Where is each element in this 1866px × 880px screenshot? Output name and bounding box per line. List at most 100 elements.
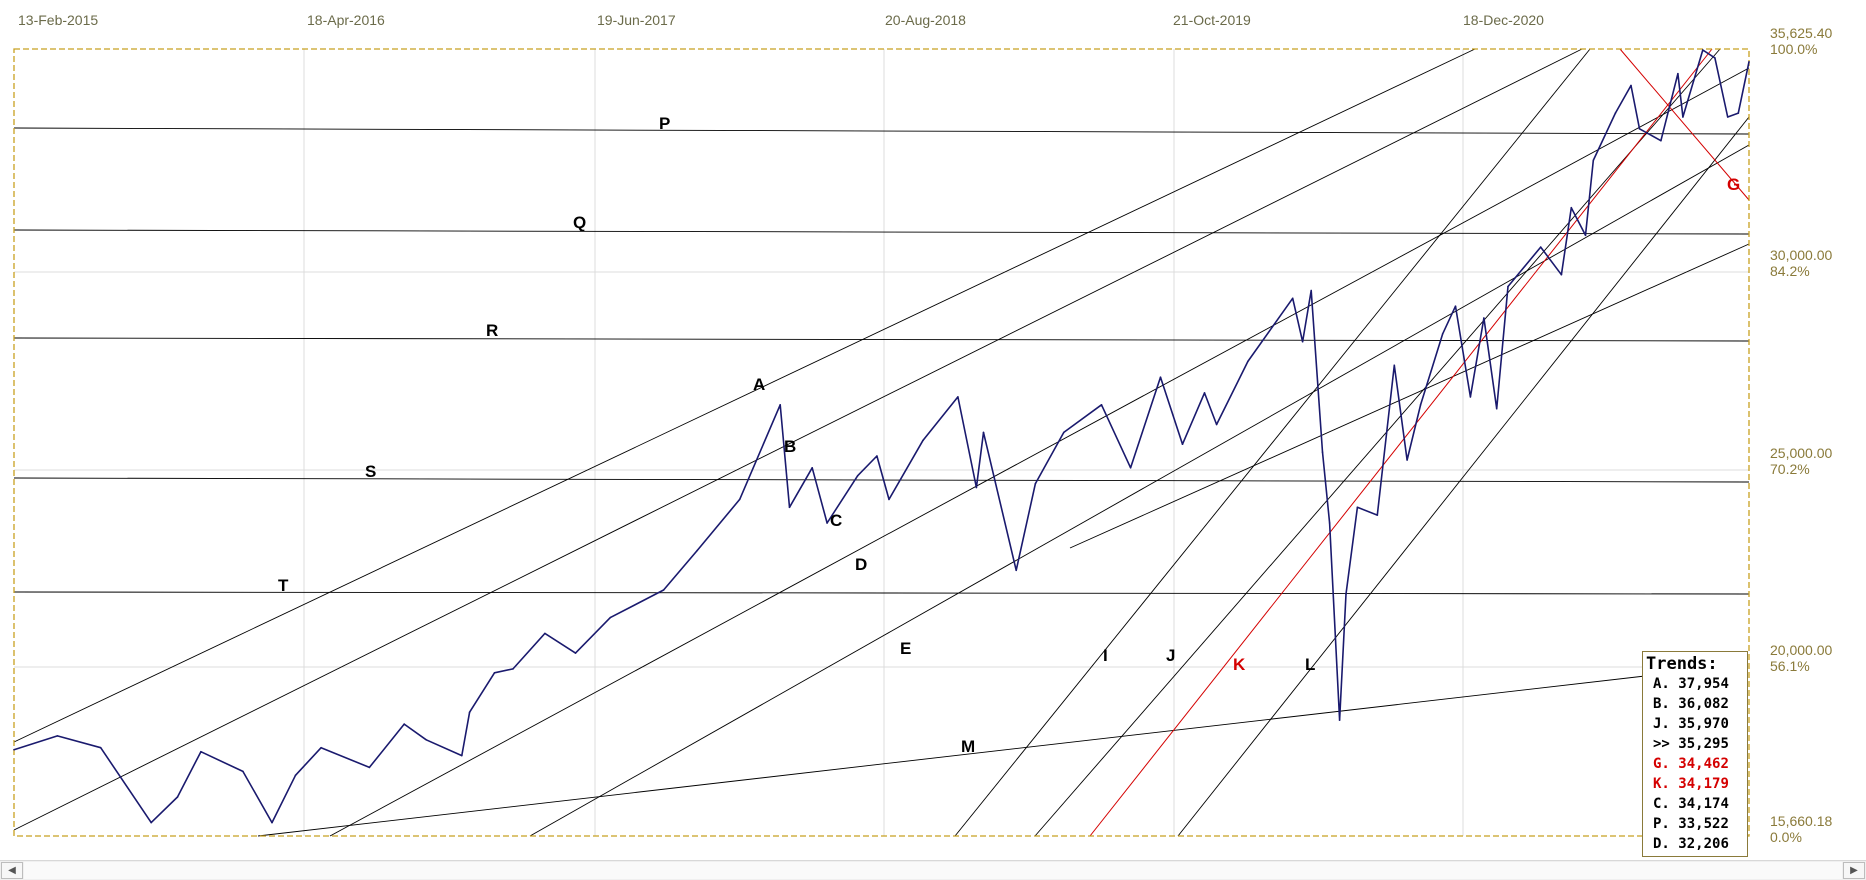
price-point — [1015, 569, 1017, 572]
trendline-label-e: E — [900, 639, 911, 658]
price-point — [1454, 305, 1457, 308]
trendline-label-c: C — [830, 511, 842, 530]
price-point — [1539, 246, 1542, 248]
trendline-label-q: Q — [573, 213, 586, 232]
price-point — [468, 711, 471, 713]
trendline-label-b: B — [784, 437, 796, 456]
price-point — [826, 522, 828, 524]
trend-row: C. 34,174 — [1643, 794, 1747, 814]
trend-row-value: 32,206 — [1678, 836, 1729, 852]
trend-row: G. 34,462 — [1643, 754, 1747, 774]
plot-frame — [13, 48, 1750, 837]
trendline-l — [1177, 116, 1750, 837]
price-point — [1203, 392, 1206, 394]
trend-row-value: 34,179 — [1678, 776, 1729, 792]
y-tick-value: 15,660.18 — [1770, 813, 1832, 829]
trendline-d — [529, 144, 1750, 837]
trend-row-value: 34,174 — [1678, 796, 1729, 812]
price-point — [1748, 61, 1750, 63]
price-point — [779, 404, 781, 406]
trendline-label-k: K — [1233, 655, 1246, 674]
price-point — [1100, 404, 1103, 406]
trendline-i — [954, 48, 1591, 837]
scroll-right-button[interactable]: ▶ — [1843, 862, 1865, 879]
trend-row-value: 37,954 — [1678, 676, 1729, 692]
price-point — [1393, 364, 1396, 367]
trend-row-label: D. — [1653, 836, 1670, 852]
trendline-label-r: R — [486, 321, 498, 340]
trendline-t — [13, 591, 1750, 595]
trendline-label-g: G — [1727, 175, 1740, 194]
price-point — [662, 589, 665, 591]
y-tick-value: 25,000.00 — [1770, 445, 1832, 461]
price-point — [888, 498, 890, 501]
price-point — [1677, 72, 1679, 75]
price-point — [1159, 376, 1162, 379]
trendline-j — [1034, 48, 1721, 837]
trend-row-label: C. — [1653, 796, 1670, 812]
price-point — [176, 796, 179, 798]
price-point — [1660, 139, 1662, 142]
price-point — [368, 766, 371, 769]
chevron-left-icon: ◀ — [8, 865, 16, 876]
price-point — [1406, 459, 1408, 461]
price-point — [1338, 719, 1341, 721]
grid-lines — [14, 49, 1749, 836]
trendline-g — [1619, 48, 1750, 201]
trends-list: A. 37,954 B. 36,082 J. 35,970 >> 35,295 G. 3… — [1643, 674, 1747, 854]
price-point — [1215, 423, 1218, 426]
price-point — [1714, 57, 1716, 59]
price-point — [1301, 340, 1304, 343]
price-point — [294, 774, 297, 777]
price-point — [1737, 112, 1740, 114]
price-series — [13, 49, 1750, 824]
scroll-track[interactable] — [24, 862, 1842, 879]
trendline-q — [13, 229, 1750, 235]
price-point — [1310, 289, 1312, 292]
trendline-label-p: P — [659, 114, 670, 133]
y-tick-value: 30,000.00 — [1770, 247, 1832, 263]
price-point — [856, 474, 859, 477]
trends-legend: Trends: A. 37,954 B. 36,082 J. 35,970 >> 35… — [1642, 651, 1748, 857]
price-point — [1592, 159, 1595, 162]
price-point — [1247, 360, 1249, 363]
price-point — [425, 739, 428, 741]
trendline-a — [13, 48, 1476, 743]
price-point — [56, 735, 59, 737]
y-tick-value: 35,625.40 — [1770, 25, 1832, 41]
trend-row: K. 34,179 — [1643, 774, 1747, 794]
trendline-b — [13, 48, 1583, 831]
trendline-e — [1069, 243, 1750, 549]
price-point — [1034, 482, 1037, 485]
trend-row: J. 35,970 — [1643, 714, 1747, 734]
price-point — [738, 498, 741, 501]
price-series-line — [13, 49, 1750, 824]
axis-tick-labels: 13-Feb-2015 18-Apr-2016 19-Jun-2017 20-Aug-… — [18, 12, 1832, 845]
y-tick-percent: 70.2% — [1770, 461, 1810, 477]
price-point — [1376, 514, 1379, 516]
price-point — [1507, 285, 1509, 288]
scroll-left-button[interactable]: ◀ — [1, 862, 23, 879]
price-point — [696, 549, 698, 552]
x-tick-label: 18-Apr-2016 — [307, 12, 385, 28]
price-point — [876, 455, 878, 457]
trendline-label-m: M — [961, 737, 975, 756]
price-point — [13, 748, 15, 751]
trendline-label-l: L — [1305, 655, 1315, 674]
price-point — [1495, 407, 1498, 410]
price-point — [271, 821, 273, 824]
trend-row-label: A. — [1653, 676, 1670, 692]
price-point — [957, 396, 959, 398]
trend-row-value: 35,295 — [1678, 736, 1729, 752]
price-point — [1584, 234, 1587, 237]
price-point — [1356, 506, 1359, 509]
price-point — [574, 652, 577, 654]
trend-row: >> 35,295 — [1643, 734, 1747, 754]
price-point — [461, 754, 463, 757]
y-tick-percent: 56.1% — [1770, 658, 1810, 674]
x-tick-label: 13-Feb-2015 — [18, 12, 98, 28]
price-point — [1614, 112, 1617, 114]
price-point — [1129, 467, 1132, 469]
horizontal-scrollbar[interactable]: ◀ ▶ — [0, 860, 1866, 880]
trend-row: D. 32,206 — [1643, 834, 1747, 854]
